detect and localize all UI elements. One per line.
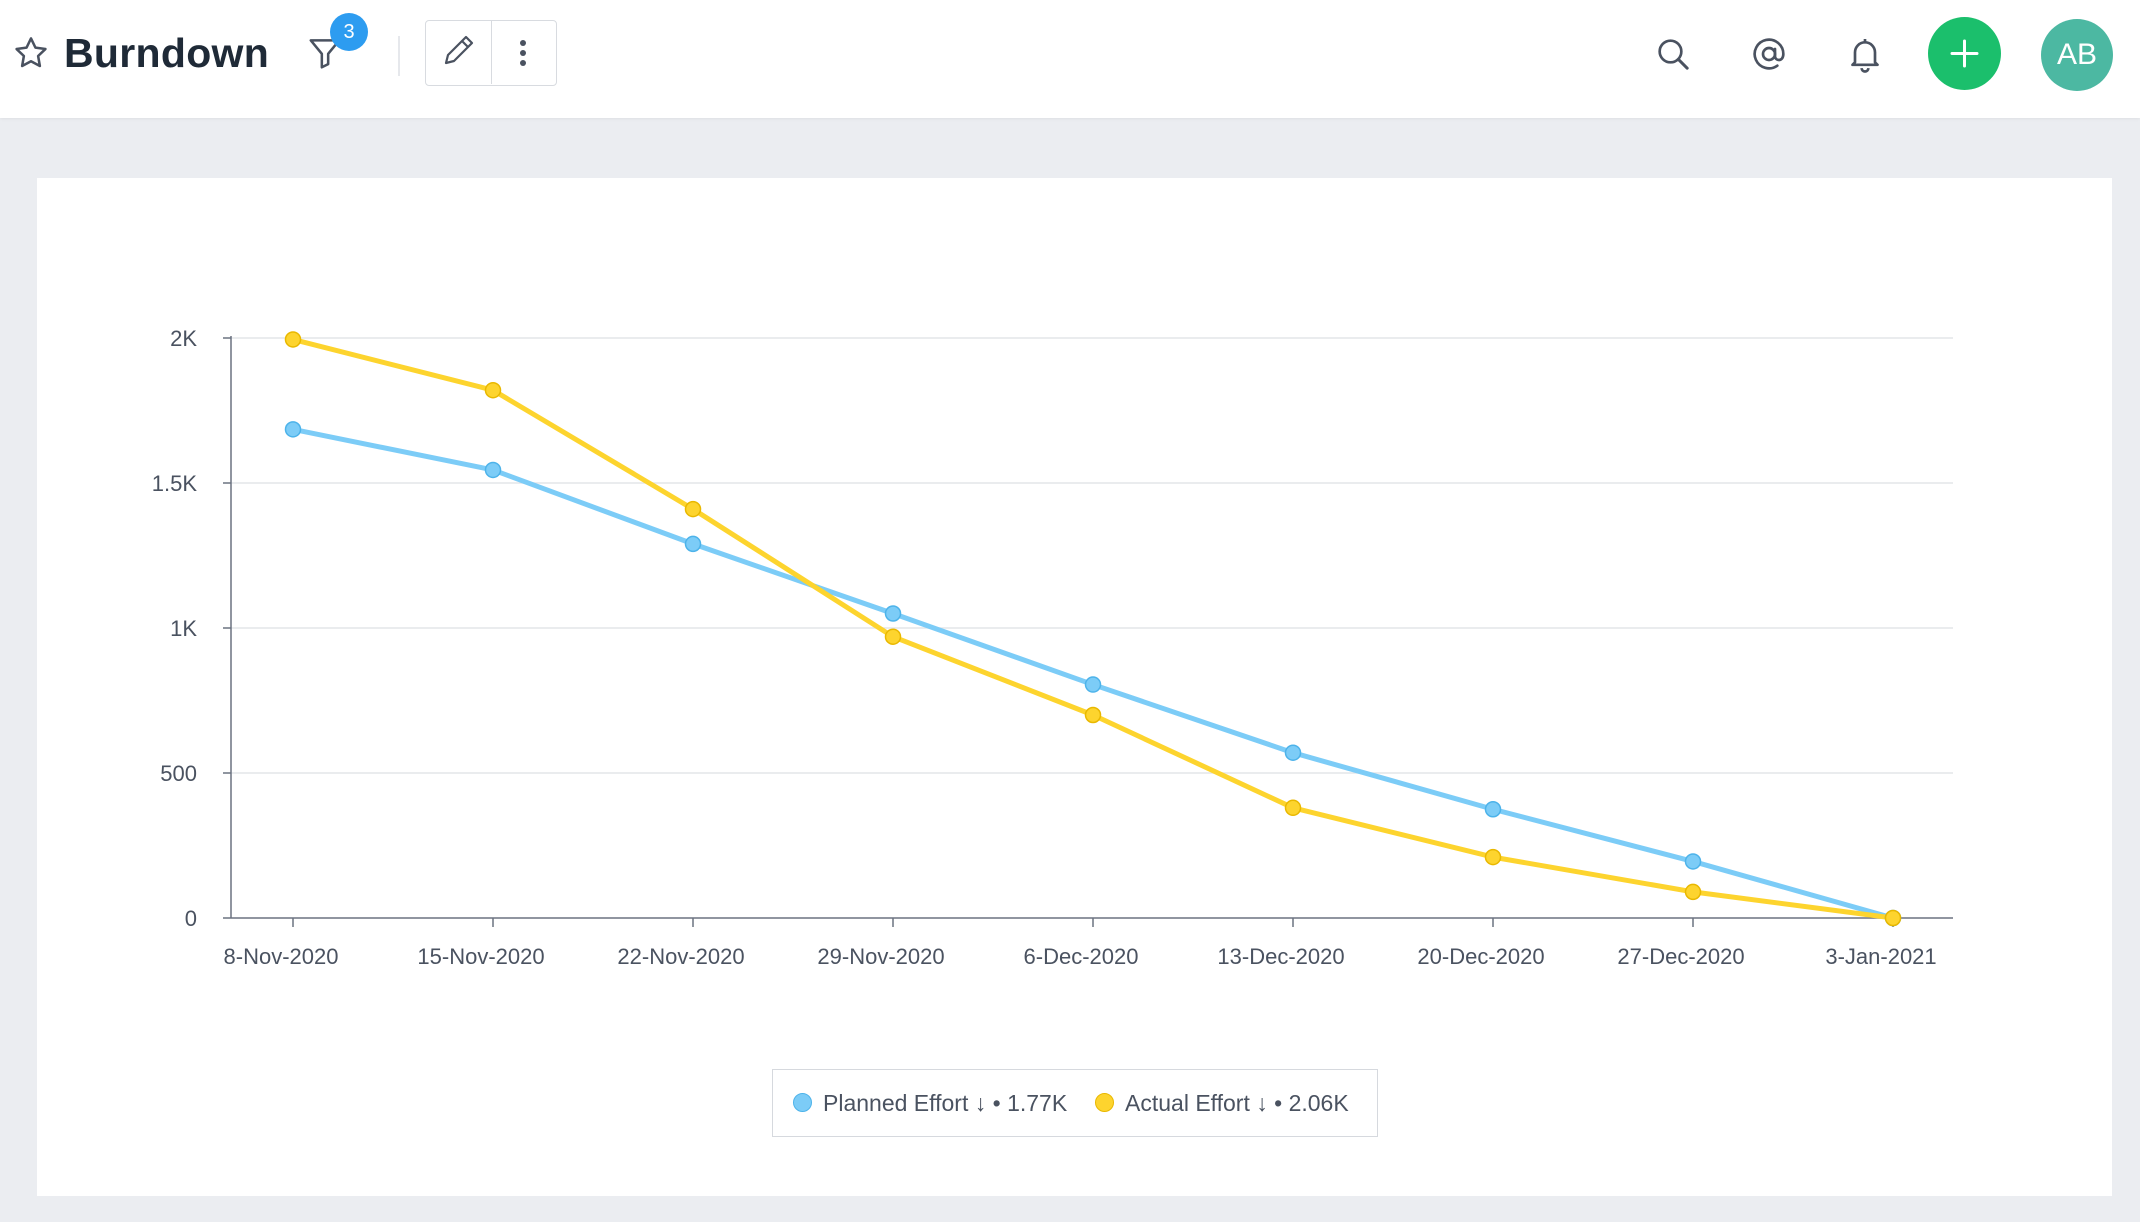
legend-planned-label: Planned Effort ↓ • 1.77K: [823, 1090, 1068, 1116]
add-button[interactable]: [1928, 17, 2001, 90]
pencil-icon: [444, 35, 474, 65]
y-axis-tick-labels: 0 500 1K 1.5K 2K: [152, 326, 198, 931]
data-point-actual-effort[interactable]: [1084, 706, 1102, 724]
x-tick-label: 15-Nov-2020: [417, 944, 544, 969]
y-tick-label: 2K: [170, 326, 197, 351]
divider: [398, 36, 400, 76]
x-tick-label: 27-Dec-2020: [1617, 944, 1744, 969]
data-point-actual-effort[interactable]: [484, 381, 502, 399]
x-tick-label: 8-Nov-2020: [224, 944, 339, 969]
chart-card: 0 500 1K 1.5K 2K 8-Nov-2020 15-Nov-2020 22-Nov…: [37, 178, 2112, 1196]
x-tick-label: 29-Nov-2020: [817, 944, 944, 969]
data-point-actual-effort[interactable]: [884, 628, 902, 645]
burndown-line-chart: 0 500 1K 1.5K 2K 8-Nov-2020 15-Nov-2020 22-Nov…: [152, 326, 1953, 969]
series-points: [284, 331, 1902, 927]
at-icon[interactable]: [1749, 34, 1789, 74]
x-tick-label: 3-Jan-2021: [1825, 944, 1936, 969]
x-tick-label: 22-Nov-2020: [617, 944, 744, 969]
edit-button-group: [425, 20, 557, 86]
y-tick-label: 1K: [170, 616, 197, 641]
x-tick-label: 6-Dec-2020: [1024, 944, 1139, 969]
edit-button[interactable]: [426, 21, 492, 84]
series-line-planned-effort[interactable]: [290, 426, 1896, 921]
plus-icon: [1950, 39, 1979, 68]
data-point-planned-effort[interactable]: [884, 605, 902, 622]
x-tick-label: 20-Dec-2020: [1417, 944, 1544, 969]
search-icon[interactable]: [1653, 34, 1693, 74]
data-point-actual-effort[interactable]: [684, 500, 702, 518]
axes: [223, 336, 1953, 927]
chart-legend: Planned Effort ↓ • 1.77K Actual Effort ↓…: [772, 1069, 1378, 1137]
data-point-planned-effort[interactable]: [1284, 744, 1302, 761]
data-point-actual-effort[interactable]: [284, 331, 302, 348]
more-options-button[interactable]: [492, 21, 555, 84]
data-point-actual-effort[interactable]: [1484, 848, 1502, 866]
avatar[interactable]: AB: [2041, 19, 2113, 91]
data-point-planned-effort[interactable]: [284, 421, 302, 438]
data-point-actual-effort[interactable]: [1684, 883, 1702, 901]
x-tick-label: 13-Dec-2020: [1217, 944, 1344, 969]
legend-planned-dot: [793, 1093, 812, 1112]
y-tick-label: 0: [185, 906, 197, 931]
page-title: Burndown: [64, 30, 270, 76]
y-tick-label: 500: [160, 761, 197, 786]
data-point-actual-effort[interactable]: [1884, 909, 1902, 927]
top-bar: Burndown 3: [0, 0, 2140, 118]
y-tick-label: 1.5K: [152, 471, 198, 496]
filter-count-badge: 3: [330, 13, 368, 51]
more-vertical-icon: [520, 40, 526, 66]
bell-icon[interactable]: [1845, 34, 1885, 74]
data-point-actual-effort[interactable]: [1284, 799, 1302, 817]
data-point-planned-effort[interactable]: [684, 535, 702, 553]
data-point-planned-effort[interactable]: [1484, 801, 1502, 818]
legend-actual-dot: [1095, 1093, 1114, 1112]
grid-lines: [231, 337, 1953, 774]
data-point-planned-effort[interactable]: [484, 461, 502, 479]
star-icon[interactable]: [12, 34, 50, 72]
data-point-planned-effort[interactable]: [1084, 676, 1102, 693]
data-point-planned-effort[interactable]: [1684, 853, 1702, 870]
legend-actual-label: Actual Effort ↓ • 2.06K: [1125, 1090, 1349, 1116]
x-axis-tick-labels: 8-Nov-2020 15-Nov-2020 22-Nov-2020 29-Nov-2…: [224, 944, 1937, 969]
